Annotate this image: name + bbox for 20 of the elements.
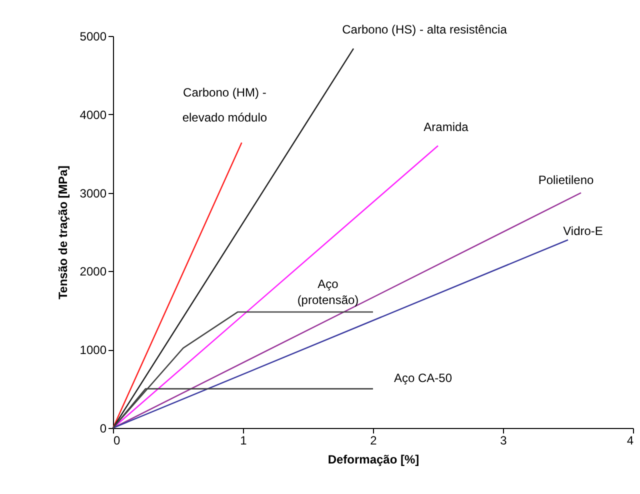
series-label: Aço CA-50 [394,370,452,385]
x-tick-label: 2 [370,434,378,448]
series-label: Aramida [424,120,469,134]
y-axis-title: Tensão de tração [MPa] [56,166,70,300]
y-tick-label: 1000 [80,343,107,358]
x-tick-label: 4 [626,434,634,448]
text: Carbono (HM) - elevado módulo [182,86,268,125]
y-tick-label: 0 [100,422,107,436]
x-tick-label: 3 [500,434,508,448]
series-label: Polietileno [538,172,594,187]
y-tick-label: 5000 [80,30,107,44]
x-tick-label: 0 [114,434,120,448]
x-tick-label: 1 [240,434,248,448]
series-label: Aço (protensão) [297,276,359,307]
x-axis-title: Deformação [%] [328,452,420,466]
y-tick-label: 4000 [80,108,107,122]
y-tick-label: 3000 [80,186,107,200]
y-tick-label: 2000 [80,264,107,279]
series-label: Carbono (HS) - alta resistência [342,22,508,37]
series-label: Vidro-E [563,224,603,238]
